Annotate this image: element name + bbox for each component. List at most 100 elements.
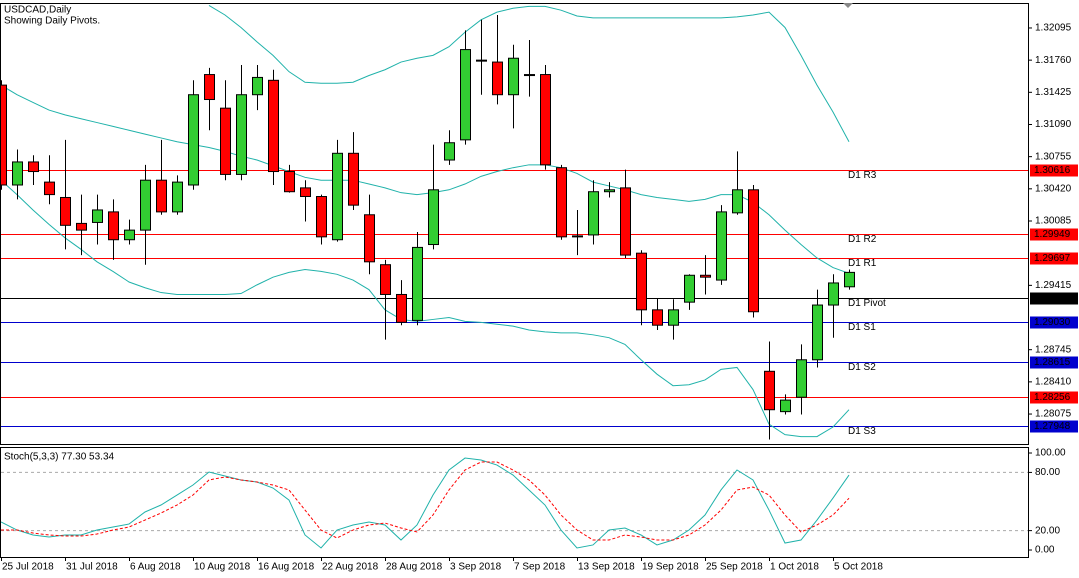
candle-body	[572, 235, 583, 238]
x-tick-label: 5 Oct 2018	[834, 562, 883, 573]
candle-body	[332, 152, 343, 241]
indicator-line	[1, 457, 850, 549]
candle-body	[12, 161, 23, 186]
indicator-line	[208, 4, 850, 143]
candle-body	[604, 189, 615, 193]
y-tick-label: 20.00	[1035, 525, 1060, 536]
candle-body	[172, 181, 183, 213]
candle-body	[268, 79, 279, 173]
candle-body	[668, 309, 679, 326]
x-tick-label: 10 Aug 2018	[194, 562, 251, 573]
x-tick-label: 22 Aug 2018	[322, 562, 379, 573]
x-tick-label: 6 Aug 2018	[130, 562, 181, 573]
candle-body	[316, 196, 327, 238]
candle-body	[460, 49, 471, 141]
candle-body	[796, 359, 807, 398]
indicator-line	[1, 84, 850, 274]
y-tick-label: 1.28745	[1035, 344, 1072, 355]
x-tick-label: 7 Sep 2018	[514, 562, 566, 573]
main-panel	[0, 3, 1029, 445]
candle-body	[396, 293, 407, 323]
x-tick-label: 3 Sep 2018	[450, 562, 502, 573]
candle-body	[732, 189, 743, 214]
x-tick-label: 28 Aug 2018	[386, 562, 443, 573]
y-tick-label: 1.31760	[1035, 55, 1072, 66]
y-tick-label: 1.30755	[1035, 151, 1072, 162]
price-box	[1030, 356, 1078, 369]
candle-body	[508, 57, 519, 96]
price-box	[1030, 420, 1078, 433]
candle-body	[620, 187, 631, 256]
price-box-label: 1.28256	[1034, 392, 1071, 403]
candle-body	[124, 229, 135, 241]
candle-body	[284, 171, 295, 193]
candle-body	[652, 309, 663, 326]
y-tick-label: 1.28410	[1035, 377, 1072, 388]
candle-body	[780, 399, 791, 413]
candle-body	[108, 211, 119, 241]
candle-body	[1, 84, 7, 186]
candle-body	[748, 189, 759, 313]
pivot-label: D1 S1	[848, 322, 876, 333]
candle-body	[156, 179, 167, 213]
price-box	[1030, 228, 1078, 241]
x-tick-label: 13 Sep 2018	[578, 562, 635, 573]
candle-body	[812, 304, 823, 361]
price-box-label: 1.29949	[1034, 229, 1071, 240]
candle-body	[540, 74, 551, 166]
candle-body	[700, 274, 711, 278]
y-tick-label: 1.32095	[1035, 23, 1072, 34]
candle-body	[140, 179, 151, 231]
x-tick-label: 25 Sep 2018	[706, 562, 763, 573]
pivot-label: D1 R3	[848, 170, 877, 181]
candle-body	[204, 74, 215, 101]
candle-body	[92, 209, 103, 223]
chart-subtitle: Showing Daily Pivots.	[4, 16, 100, 27]
candle-body	[428, 189, 439, 246]
x-tick-label: 16 Aug 2018	[258, 562, 315, 573]
y-tick-label: 1.28075	[1035, 409, 1072, 420]
y-tick-label: 1.31425	[1035, 87, 1072, 98]
indicator-line	[1, 179, 850, 438]
candle-body	[300, 187, 311, 198]
candle-body	[684, 274, 695, 303]
stoch-panel	[0, 447, 1029, 558]
candle-body	[236, 94, 247, 175]
shift-marker	[843, 3, 853, 8]
y-tick-label: 1.30085	[1035, 216, 1072, 227]
candle-body	[364, 214, 375, 263]
candle-body	[60, 196, 71, 226]
signal-line	[1, 461, 850, 541]
pivot-label: D1 R1	[848, 258, 877, 269]
candle-body	[764, 370, 775, 411]
candle-body	[636, 252, 647, 311]
x-tick-label: 31 Jul 2018	[66, 562, 118, 573]
price-box	[1030, 391, 1078, 404]
price-box-label: 1.27948	[1034, 421, 1071, 432]
candle-body	[188, 94, 199, 186]
candle-body	[844, 271, 855, 288]
x-tick-label: 25 Jul 2018	[2, 562, 54, 573]
price-box-label: 1.29030	[1034, 317, 1071, 328]
candle-body	[524, 74, 535, 77]
chart-title: USDCAD,Daily	[4, 5, 71, 16]
pivot-label: D1 S3	[848, 426, 876, 437]
candle-body	[588, 191, 599, 236]
candle-body	[476, 59, 487, 62]
stoch-title: Stoch(5,3,3) 77.30 53.34	[4, 452, 115, 463]
y-tick-label: 80.00	[1035, 467, 1060, 478]
pivot-label: D1 Pivot	[848, 298, 886, 309]
pivot-label: D1 S2	[848, 362, 876, 373]
pivot-label: D1 R2	[848, 234, 877, 245]
x-tick-label: 19 Sep 2018	[642, 562, 699, 573]
y-tick-label: 1.29415	[1035, 280, 1072, 291]
candle-body	[28, 161, 39, 173]
price-box	[1030, 252, 1078, 265]
y-tick-label: 0.00	[1035, 545, 1055, 556]
candle-body	[44, 181, 55, 196]
price-box	[1030, 316, 1078, 329]
candle-body	[492, 61, 503, 96]
price-box-label: 1.30616	[1034, 165, 1071, 176]
candle-body	[348, 152, 359, 206]
